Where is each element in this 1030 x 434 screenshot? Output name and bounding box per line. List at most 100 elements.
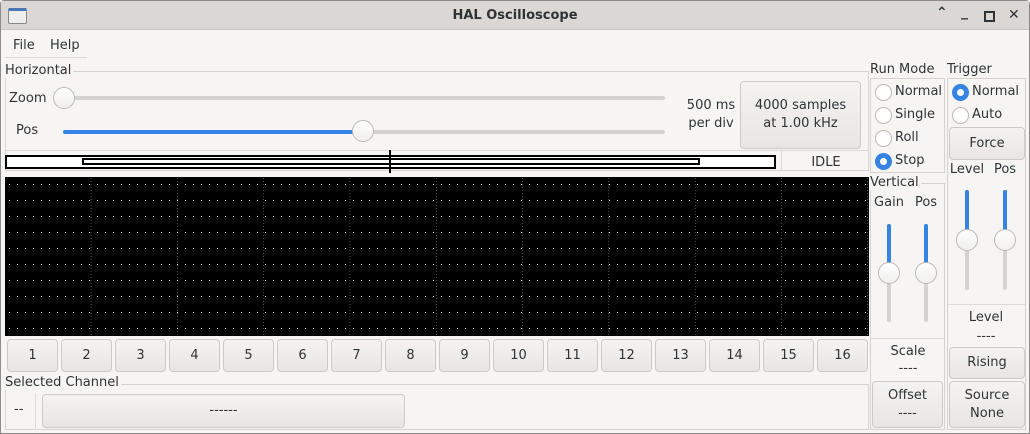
status-label: IDLE <box>811 155 841 170</box>
menu-divider <box>5 57 87 58</box>
channel-button-6[interactable]: 6 <box>277 339 328 372</box>
channel-button-13[interactable]: 13 <box>655 339 706 372</box>
channel-button-label: 13 <box>672 347 689 363</box>
radio-label[interactable]: Normal <box>972 84 1020 99</box>
channel-button-10[interactable]: 10 <box>493 339 544 372</box>
channel-name: ------ <box>209 403 238 418</box>
channel-button-4[interactable]: 4 <box>169 339 220 372</box>
channel-button-11[interactable]: 11 <box>547 339 598 372</box>
selected-channel-group <box>5 384 869 430</box>
source-value: None <box>970 405 1004 421</box>
horizontal-label: Horizontal <box>5 63 74 78</box>
channel-button-label: 4 <box>190 347 199 363</box>
channel-button-label: 2 <box>82 347 91 363</box>
channel-name-button[interactable]: ------ <box>42 394 405 428</box>
trigger-level-slider-fill <box>965 190 969 240</box>
trigger-radio-auto[interactable] <box>952 107 969 124</box>
radio-label[interactable]: Single <box>895 107 935 122</box>
channel-button-label: 1 <box>28 347 37 363</box>
run-mode-radio-single[interactable] <box>875 107 892 124</box>
source-label: Source <box>964 387 1010 403</box>
divider <box>35 393 36 428</box>
channel-button-label: 16 <box>834 347 851 363</box>
visible-window <box>82 158 700 165</box>
window-icon[interactable] <box>8 8 27 24</box>
channel-button-label: 8 <box>406 347 415 363</box>
zoom-slider[interactable] <box>55 96 665 100</box>
radio-label[interactable]: Roll <box>895 130 919 145</box>
channel-button-label: 15 <box>780 347 797 363</box>
run-mode-radio-roll[interactable] <box>875 130 892 147</box>
channel-button-12[interactable]: 12 <box>601 339 652 372</box>
trigger-radio-normal[interactable] <box>952 84 969 101</box>
run-mode-radio-normal[interactable] <box>875 84 892 101</box>
offset-button[interactable]: Offset ---- <box>872 381 943 428</box>
divider <box>871 338 944 339</box>
trigger-level-readout: ---- <box>976 329 996 344</box>
maximize-icon[interactable] <box>984 11 995 22</box>
pos-slider-handle[interactable] <box>352 120 374 142</box>
radio-label[interactable]: Auto <box>972 107 1003 122</box>
channel-button-3[interactable]: 3 <box>115 339 166 372</box>
channel-button-9[interactable]: 9 <box>439 339 490 372</box>
channel-button-8[interactable]: 8 <box>385 339 436 372</box>
scope-display[interactable] <box>5 177 869 336</box>
trigger-level-slider-handle[interactable] <box>956 229 978 251</box>
trigger-label: Trigger <box>947 62 994 77</box>
channel-button-label: 14 <box>726 347 743 363</box>
divider <box>781 151 782 171</box>
channel-button-5[interactable]: 5 <box>223 339 274 372</box>
run-mode-radio-stop[interactable] <box>875 153 892 170</box>
force-label: Force <box>969 135 1005 151</box>
title-bar: HAL Oscilloscope ⌃ _ ✕ <box>1 1 1029 30</box>
vertical-pos-label: Pos <box>914 195 938 210</box>
trigger-pos-slider-handle[interactable] <box>994 229 1016 251</box>
timebase-value: 500 ms <box>686 98 736 113</box>
offset-label: Offset <box>887 387 928 403</box>
menu-help[interactable]: Help <box>50 38 80 53</box>
force-button[interactable]: Force <box>949 127 1025 160</box>
edge-button[interactable]: Rising <box>949 347 1025 379</box>
channel-button-label: 6 <box>298 347 307 363</box>
channel-button-16[interactable]: 16 <box>817 339 868 372</box>
zoom-label: Zoom <box>9 91 47 106</box>
divider <box>948 304 1025 305</box>
run-mode-group <box>870 78 945 173</box>
channel-button-label: 5 <box>244 347 253 363</box>
menu-file[interactable]: File <box>13 38 35 53</box>
channel-button-label: 3 <box>136 347 145 363</box>
channel-button-1[interactable]: 1 <box>7 339 58 372</box>
radio-label[interactable]: Stop <box>895 153 925 168</box>
channel-button-7[interactable]: 7 <box>331 339 382 372</box>
channel-button-label: 9 <box>460 347 469 363</box>
offset-value: ---- <box>898 405 917 421</box>
edge-label: Rising <box>967 355 1007 370</box>
window-title: HAL Oscilloscope <box>452 8 578 23</box>
trigger-level-label: Level <box>949 162 985 177</box>
trigger-marker <box>389 150 391 173</box>
minimize-icon[interactable]: _ <box>961 4 968 20</box>
gain-slider-handle[interactable] <box>878 262 900 284</box>
run-mode-label: Run Mode <box>870 62 937 77</box>
gain-label: Gain <box>874 195 904 210</box>
channel-button-15[interactable]: 15 <box>763 339 814 372</box>
scale-value: ---- <box>898 361 918 376</box>
channel-button-label: 7 <box>352 347 361 363</box>
vertical-pos-slider-handle[interactable] <box>915 262 937 284</box>
selected-channel-label: Selected Channel <box>5 375 121 390</box>
vertical-pos-slider-fill <box>924 224 928 273</box>
radio-label[interactable]: Normal <box>895 84 943 99</box>
channel-button-14[interactable]: 14 <box>709 339 760 372</box>
samples-button[interactable]: 4000 samples at 1.00 kHz <box>740 81 861 149</box>
zoom-slider-handle[interactable] <box>53 87 75 109</box>
close-icon[interactable]: ✕ <box>1008 7 1020 23</box>
channel-button-label: 10 <box>510 347 527 363</box>
channel-button-2[interactable]: 2 <box>61 339 112 372</box>
source-button[interactable]: Source None <box>949 381 1025 428</box>
trigger-level-readout-label: Level <box>968 310 1004 325</box>
scale-label: Scale <box>890 344 926 359</box>
shade-icon[interactable]: ⌃ <box>936 5 948 21</box>
divider <box>6 150 868 151</box>
trigger-pos-label: Pos <box>993 162 1017 177</box>
samples-count: 4000 samples <box>754 98 847 113</box>
